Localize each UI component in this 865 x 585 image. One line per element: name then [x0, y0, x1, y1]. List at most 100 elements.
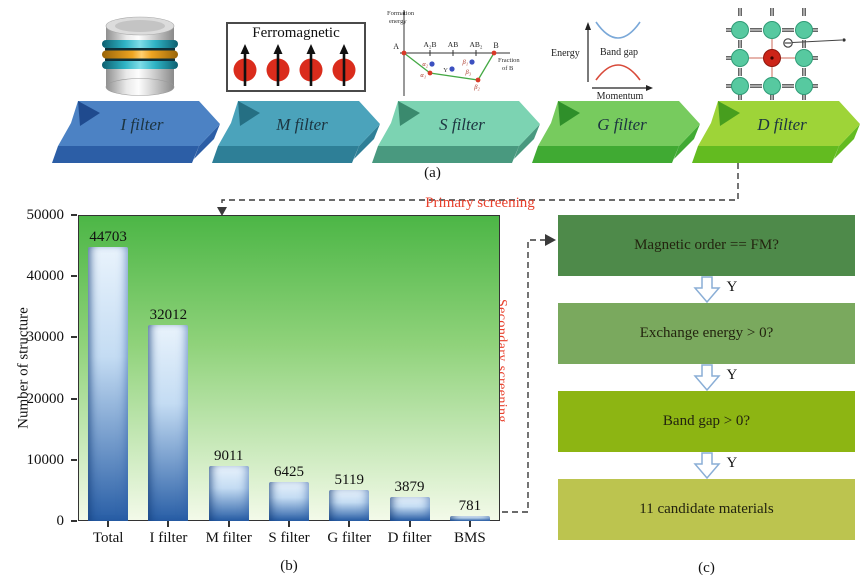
y-axis-ticks: 0 10000 20000 30000 40000 50000: [0, 207, 77, 529]
flowchart-box-candidates: 11 candidate materials: [558, 479, 855, 540]
x-category-label: S filter: [268, 530, 310, 546]
x-slot: G filter: [319, 521, 379, 547]
primary-dashed-path: [221, 163, 739, 209]
down-arrow-icon: [692, 452, 721, 479]
bars: 44703 32012 9011 6425 5119 3879 781: [78, 215, 500, 521]
bar-slot: 9011: [199, 215, 259, 521]
y-tick-label: 0: [56, 513, 65, 529]
x-slot: I filter: [138, 521, 198, 547]
arrow-yes-label: Y: [726, 455, 738, 471]
banner-fold: [558, 101, 580, 126]
banner-m-filter: M filter: [212, 99, 382, 165]
hull-point-label: α₁: [420, 72, 426, 79]
flow-arrow-gap: Y: [558, 364, 855, 391]
banner-tip-face: [194, 124, 220, 159]
x-category-label: I filter: [149, 530, 188, 546]
banner-s-filter: S filter: [372, 99, 542, 165]
y-tick-mark: [71, 275, 77, 278]
spin-icon: [233, 44, 257, 86]
x-axis-labels: Total I filter M filter S filter G filter D f…: [78, 521, 500, 547]
spin-icon: [332, 44, 356, 86]
bar: [449, 516, 490, 521]
y-tick-mark: [71, 458, 77, 461]
electron-icon: [783, 38, 846, 48]
ferromagnetic-title: Ferromagnetic: [252, 25, 340, 41]
bar-slot: 6425: [259, 215, 319, 521]
banner-fold: [718, 101, 740, 126]
hull-point-label: β₁: [462, 59, 469, 66]
bar-value-label: 6425: [273, 463, 304, 480]
hull-point-label: β₃: [465, 69, 472, 76]
banner-i-filter: I filter: [52, 99, 222, 165]
bar: [329, 489, 370, 521]
bar-slot: 5119: [319, 215, 379, 521]
panel-c-label: (c): [698, 560, 715, 576]
x-tick-mark: [468, 521, 471, 527]
x-category-label: D filter: [387, 530, 432, 546]
spin-icon: [266, 44, 290, 86]
banner-side-face: [52, 146, 199, 163]
bar-value-label: 32012: [149, 307, 188, 324]
bar-slot: 781: [440, 215, 500, 521]
bar-value-label: 3879: [394, 479, 425, 496]
x-tick-mark: [348, 521, 351, 527]
band-gap-label: Band gap: [600, 47, 638, 58]
x-slot: S filter: [259, 521, 319, 547]
chart-plot: [78, 215, 500, 521]
hull-xlabel: Fraction: [498, 57, 520, 64]
bar: [208, 465, 249, 521]
x-slot: BMS: [440, 521, 500, 547]
bar-value-label: 781: [458, 498, 482, 515]
hull-tick: A₂B: [423, 40, 436, 49]
flowchart: Magnetic order == FM? Y Exchange energy …: [558, 215, 855, 540]
database-icon: [102, 16, 178, 96]
x-tick-mark: [107, 521, 110, 527]
y-tick-mark: [71, 397, 77, 400]
banner-fold: [78, 101, 100, 126]
bar: [389, 497, 430, 521]
hull-endpoint-a: A: [393, 42, 399, 51]
x-slot: D filter: [379, 521, 439, 547]
primary-screening-label: Primary screening: [425, 195, 535, 211]
bar-value-label: 9011: [213, 447, 244, 464]
banner-fold: [398, 101, 420, 126]
hull-tick: AB₂: [469, 40, 482, 49]
flow-arrow-gap: Y: [558, 276, 855, 303]
banner-tip-face: [354, 124, 380, 159]
banner-side-face: [372, 146, 519, 163]
flow-arrow-gap: Y: [558, 452, 855, 479]
x-tick-mark: [287, 521, 290, 527]
flowchart-box-exchange-energy: Exchange energy > 0?: [558, 303, 855, 364]
panel-a-label: (a): [424, 165, 441, 181]
lattice-bonds: [726, 8, 818, 100]
y-tick-label: 40000: [26, 268, 65, 285]
x-category-label: M filter: [205, 530, 252, 546]
band-momentum-label: Momentum: [597, 91, 644, 100]
x-category-label: Total: [92, 530, 124, 546]
spin-up-icons: [233, 44, 356, 86]
band-structure-plot: Energy Band gap Momentum: [551, 21, 653, 100]
y-tick-mark: [71, 336, 77, 339]
banner-g-filter: G filter: [532, 99, 702, 165]
x-tick-mark: [227, 521, 230, 527]
defect-bonds: [749, 39, 795, 77]
banner-label: I filter: [120, 115, 164, 134]
hull-point-label: β₂: [473, 84, 480, 91]
secondary-dashed-path: [502, 239, 547, 513]
banner-fold: [238, 101, 260, 126]
y-tick-mark: [71, 520, 77, 522]
y-tick-label: 10000: [26, 451, 65, 468]
bar-value-label: 44703: [89, 229, 127, 246]
hull-point-label: α₂: [422, 61, 428, 68]
x-category-label: BMS: [453, 530, 486, 546]
banner-label: G filter: [597, 115, 647, 134]
x-slot: M filter: [199, 521, 259, 547]
bar-value-label: 5119: [334, 471, 364, 488]
banner-side-face: [692, 146, 839, 163]
banner-label: S filter: [439, 115, 485, 134]
hull-xlabel: of B: [502, 65, 514, 72]
y-tick-label: 20000: [26, 390, 65, 407]
spin-icon: [299, 44, 323, 86]
hull-tick: AB: [448, 40, 458, 49]
hull-endpoint-b: B: [493, 41, 498, 50]
